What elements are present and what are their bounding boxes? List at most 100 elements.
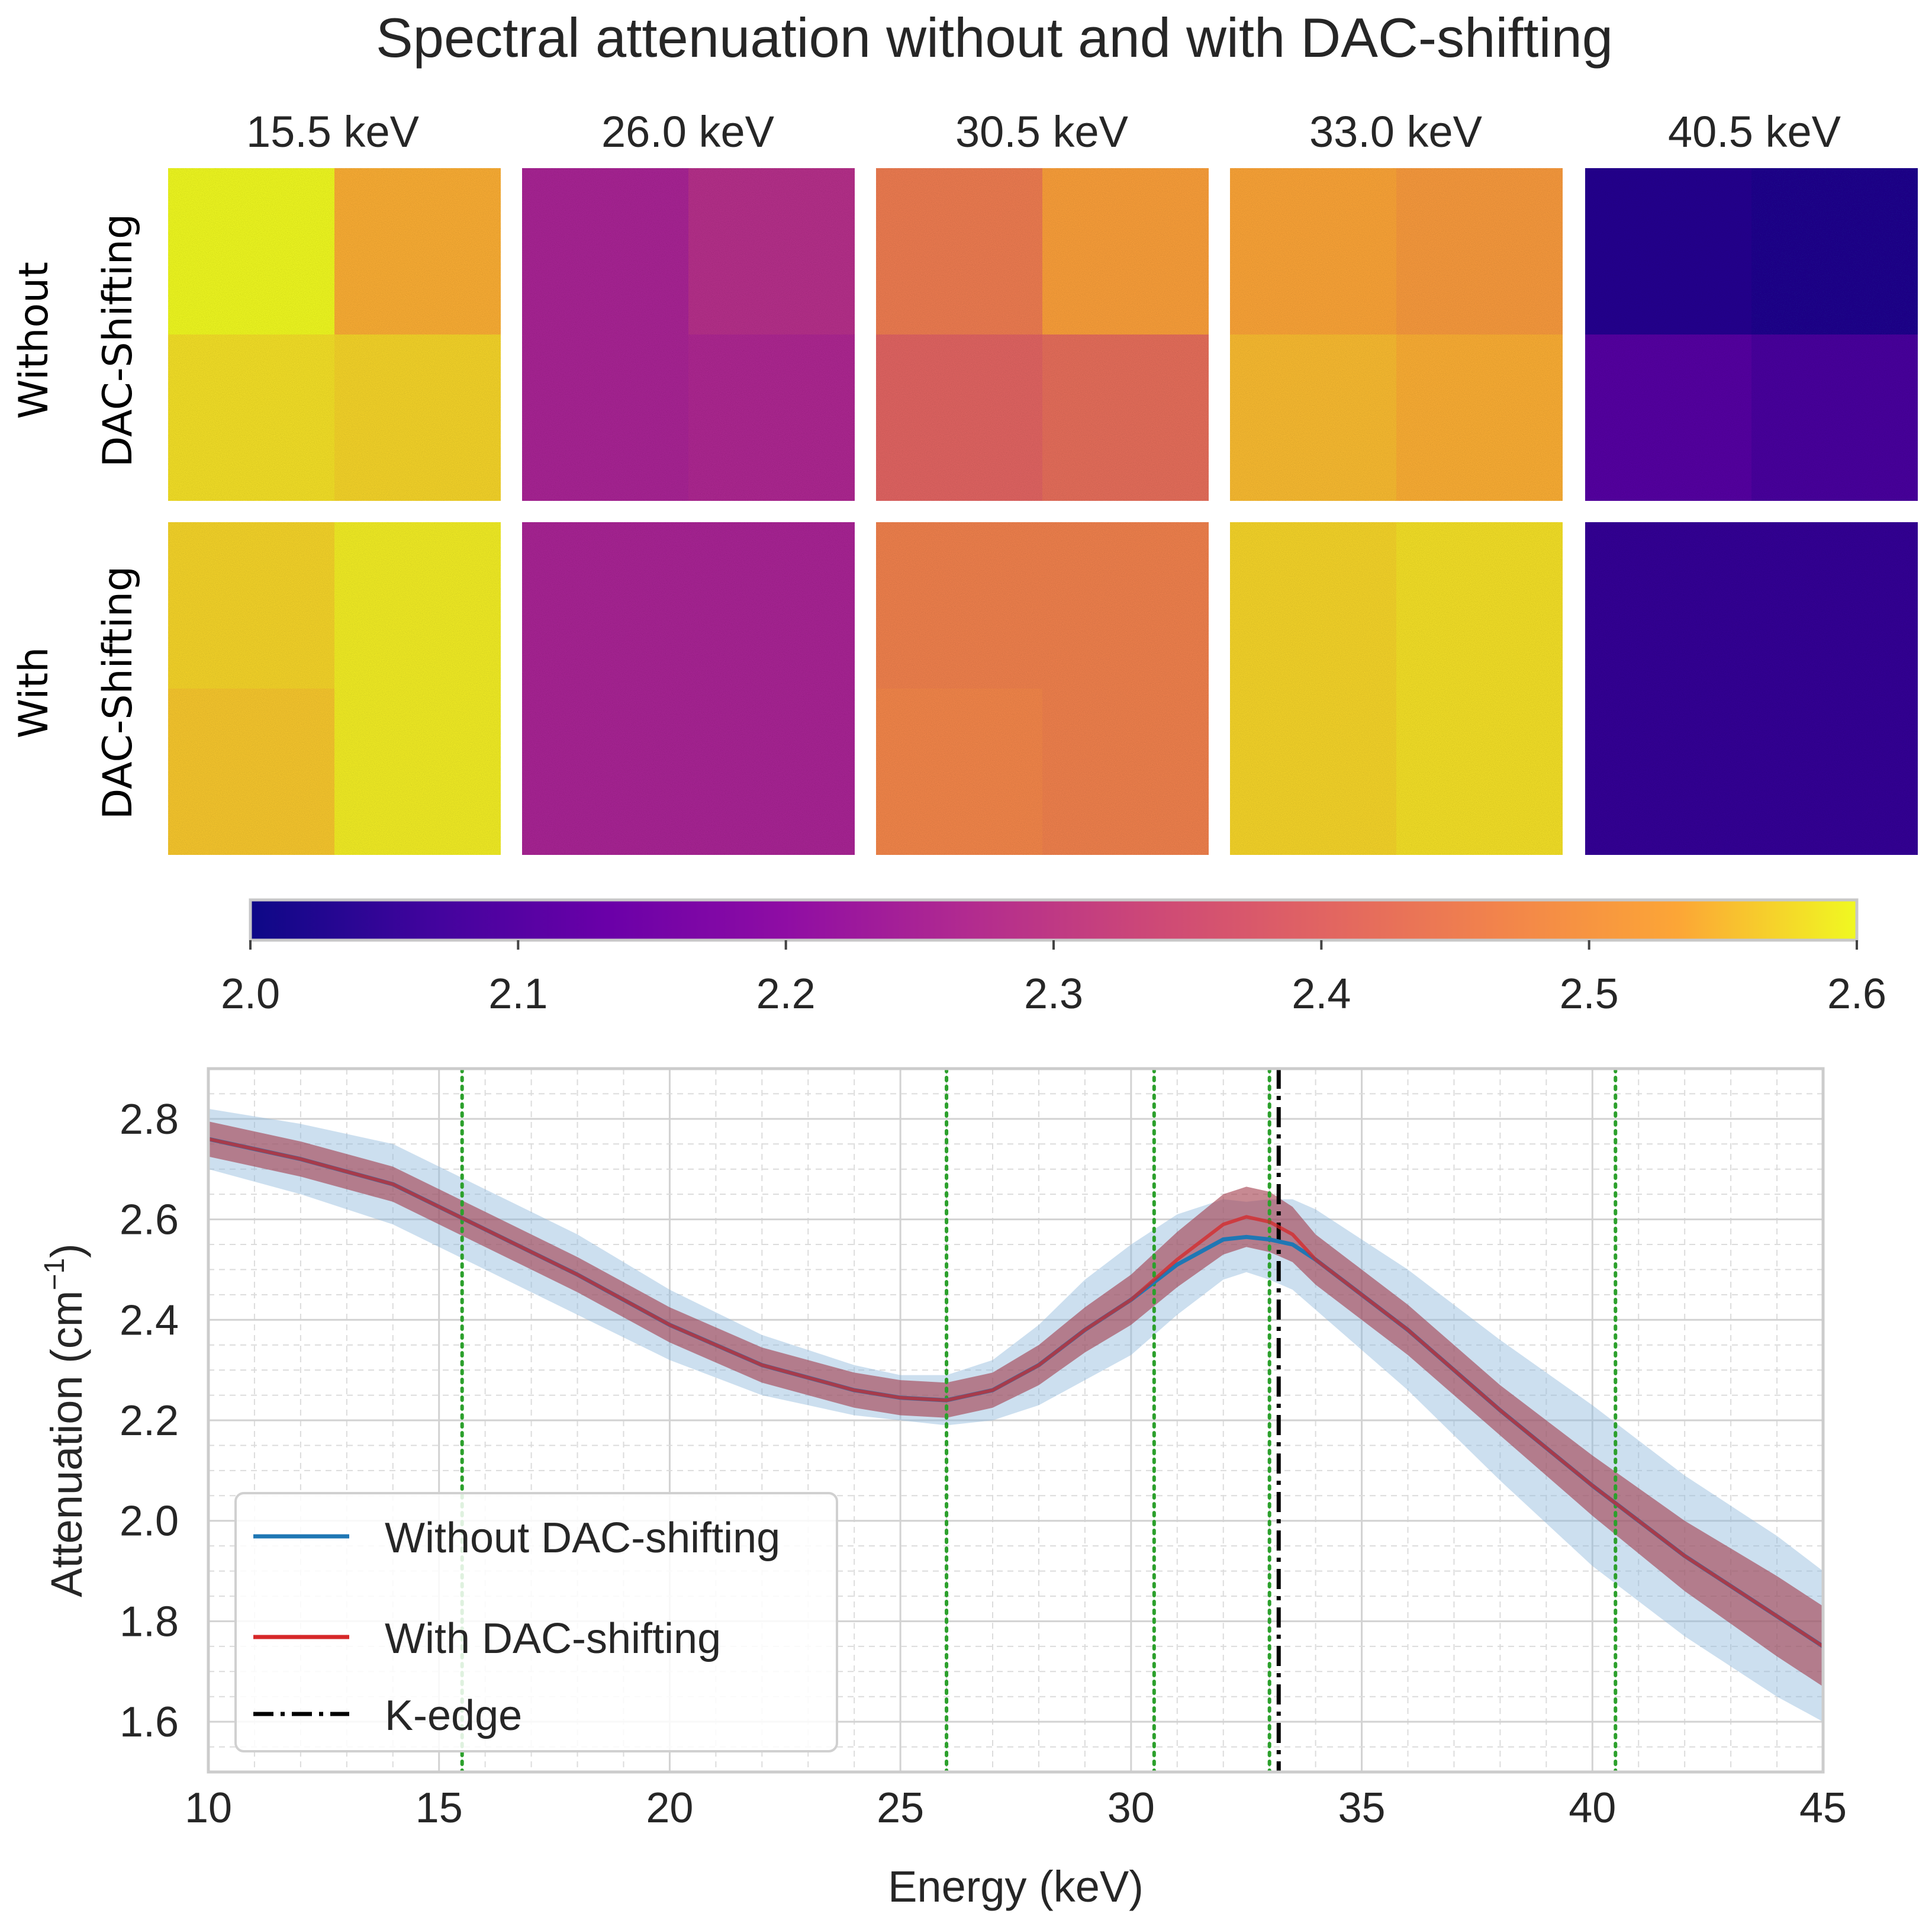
x-tick-label: 20 xyxy=(646,1784,693,1832)
x-tick-label: 15 xyxy=(416,1784,463,1832)
heatmap-quadrant xyxy=(1751,168,1918,335)
heatmap-quadrant xyxy=(688,168,855,335)
heatmap-quadrant xyxy=(522,168,688,335)
heatmap-panel-r2-c4 xyxy=(1230,522,1563,855)
heatmap-quadrant xyxy=(334,335,501,501)
y-axis-label-close: ) xyxy=(42,1243,91,1258)
heatmap-quadrant xyxy=(168,335,334,501)
legend-label-with: With DAC-shifting xyxy=(385,1615,721,1662)
heatmap-quadrant xyxy=(1230,522,1396,689)
colorbar-tick-label: 2.6 xyxy=(1827,970,1886,1018)
colorbar: 2.0 2.1 2.2 2.3 2.4 2.5 2.6 xyxy=(221,898,1886,1018)
heatmap-panel-r1-c4 xyxy=(1230,168,1563,501)
column-label-26-0: 26.0 keV xyxy=(601,107,775,156)
colorbar-tick-label: 2.5 xyxy=(1560,970,1619,1018)
heatmap-quadrant xyxy=(522,689,688,855)
y-tick-label: 2.4 xyxy=(120,1297,179,1344)
row-label-without-line2: DAC-Shifting xyxy=(95,214,141,467)
line-with-dac-shifting xyxy=(208,1137,1823,1648)
heatmap-quadrant xyxy=(688,689,855,855)
colorbar-tick-label: 2.4 xyxy=(1292,970,1351,1018)
row-label-without: Without DAC-Shifting xyxy=(11,214,141,467)
colorbar-ticks: 2.0 2.1 2.2 2.3 2.4 2.5 2.6 xyxy=(221,940,1886,1018)
heatmap-panel-r2-c5 xyxy=(1585,522,1918,855)
heatmap-quadrant xyxy=(876,335,1042,501)
heatmap-quadrant xyxy=(688,522,855,689)
heatmap-quadrant xyxy=(1230,689,1396,855)
heatmap-quadrant xyxy=(1751,335,1918,501)
x-tick-label: 25 xyxy=(877,1784,924,1832)
x-tick-label: 35 xyxy=(1338,1784,1386,1832)
x-tick-label: 40 xyxy=(1569,1784,1616,1832)
y-tick-label: 2.0 xyxy=(120,1498,179,1545)
x-tick-label: 30 xyxy=(1107,1784,1155,1832)
heatmap-quadrant xyxy=(1396,522,1563,689)
heatmap-quadrant xyxy=(334,522,501,689)
colorbar-tick-label: 2.3 xyxy=(1024,970,1083,1018)
row-label-without-line1: Without xyxy=(11,262,57,419)
heatmap-quadrant xyxy=(522,522,688,689)
heatmap-quadrant xyxy=(1396,689,1563,855)
y-tick-label: 2.2 xyxy=(120,1397,179,1445)
y-axis-label-main: Attenuation (cm xyxy=(42,1291,91,1597)
colorbar-tick-label: 2.1 xyxy=(488,970,548,1018)
band-without-dac-shifting xyxy=(208,1108,1823,1722)
y-tick-label: 2.8 xyxy=(120,1096,179,1143)
y-axis-label-sup: −1 xyxy=(39,1258,70,1291)
heatmap-quadrant xyxy=(876,522,1042,689)
heatmap-grid xyxy=(168,168,1918,855)
heatmap-panel-r1-c1 xyxy=(168,168,501,501)
row-label-with-line2: DAC-Shifting xyxy=(95,566,141,819)
heatmap-quadrant xyxy=(334,168,501,335)
heatmap-quadrant xyxy=(876,689,1042,855)
heatmap-quadrant xyxy=(1751,522,1918,689)
heatmap-quadrant xyxy=(168,689,334,855)
legend: Without DAC-shifting With DAC-shifting K… xyxy=(234,1492,838,1752)
colorbar-gradient xyxy=(249,898,1859,942)
heatmap-quadrant xyxy=(1042,335,1209,501)
x-axis-label: Energy (keV) xyxy=(888,1862,1144,1911)
heatmap-quadrant xyxy=(1751,689,1918,855)
heatmap-panel-r1-c2 xyxy=(522,168,855,501)
legend-label-k-edge: K-edge xyxy=(385,1692,522,1739)
heatmap-quadrant xyxy=(1042,522,1209,689)
heatmap-quadrant xyxy=(1585,689,1751,855)
colorbar-tick-label: 2.0 xyxy=(221,970,280,1018)
heatmap-quadrant xyxy=(334,689,501,855)
y-tick-label: 1.6 xyxy=(120,1699,179,1746)
row-label-with-line1: With xyxy=(11,647,57,738)
row-label-with: With DAC-Shifting xyxy=(11,566,141,819)
heatmap-quadrant xyxy=(1230,168,1396,335)
heatmap-quadrant xyxy=(876,168,1042,335)
heatmap-panel-r1-c3 xyxy=(876,168,1209,501)
legend-label-without: Without DAC-shifting xyxy=(385,1514,780,1562)
heatmap-quadrant xyxy=(522,335,688,501)
heatmap-quadrant xyxy=(1230,335,1396,501)
heatmap-quadrant xyxy=(1585,522,1751,689)
figure-title: Spectral attenuation without and with DA… xyxy=(376,7,1613,69)
heatmap-panel-r2-c2 xyxy=(522,522,855,855)
heatmap-quadrant xyxy=(1396,335,1563,501)
y-tick-label: 1.8 xyxy=(120,1598,179,1645)
heatmap-quadrant xyxy=(168,522,334,689)
column-label-15-5: 15.5 keV xyxy=(246,107,420,156)
column-label-33-0: 33.0 keV xyxy=(1309,107,1483,156)
heatmap-quadrant xyxy=(688,335,855,501)
heatmap-quadrant xyxy=(1585,335,1751,501)
heatmap-panel-r1-c5 xyxy=(1585,168,1918,501)
heatmap-quadrant xyxy=(1585,168,1751,335)
plot-frame xyxy=(207,1067,1825,1774)
heatmap-quadrant xyxy=(1396,168,1563,335)
y-tick-label: 2.6 xyxy=(120,1197,179,1244)
axis-ticks: 10 15 20 25 30 35 40 45 1.6 1.8 2.0 2.2 2.4 2.6 2.8 xyxy=(120,1096,1847,1832)
x-tick-label: 10 xyxy=(185,1784,232,1832)
y-axis-label: Attenuation (cm−1) xyxy=(39,1243,91,1597)
line-chart: 10 15 20 25 30 35 40 45 1.6 1.8 2.0 2.2 2.4 2.6 2.8 En… xyxy=(39,1067,1847,1911)
heatmap-quadrant xyxy=(1042,689,1209,855)
colorbar-tick-label: 2.2 xyxy=(756,970,816,1018)
heatmap-quadrant xyxy=(1042,168,1209,335)
heatmap-panel-r2-c1 xyxy=(168,522,501,855)
column-label-40-5: 40.5 keV xyxy=(1668,107,1841,156)
heatmap-panel-r2-c3 xyxy=(876,522,1209,855)
